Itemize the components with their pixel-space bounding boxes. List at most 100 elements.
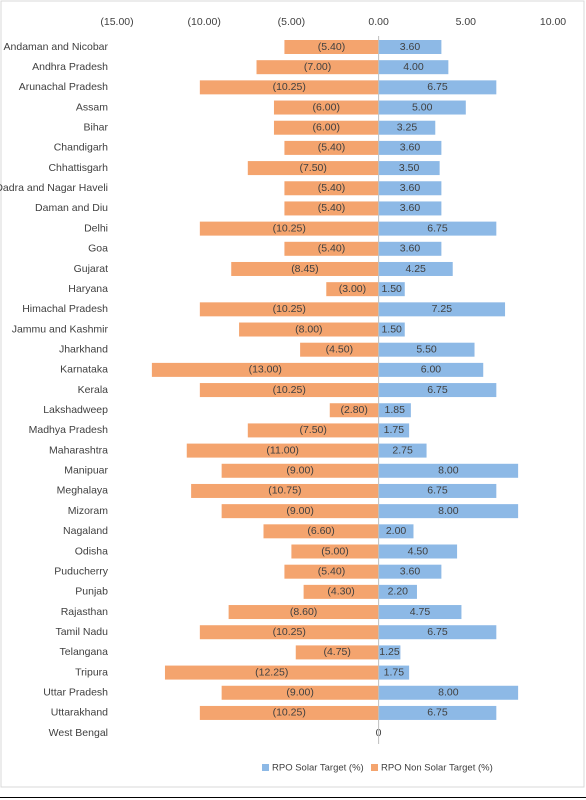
category-label: Gujarat: [74, 263, 109, 275]
bar: [378, 40, 442, 54]
value-label: 3.60: [400, 182, 421, 194]
bar: [199, 80, 379, 95]
value-label: (9.00): [286, 687, 313, 699]
value-label: (3.00): [339, 283, 366, 295]
value-label: (7.50): [299, 162, 326, 174]
value-label: 3.60: [400, 202, 421, 214]
category-label: Haryana: [68, 283, 108, 295]
x-tick-label: (15.00): [100, 16, 133, 28]
category-label: Odisha: [75, 545, 108, 557]
category-label: Uttar Pradesh: [43, 687, 108, 699]
category-label: Rajasthan: [61, 606, 108, 618]
value-label: 4.25: [405, 263, 426, 275]
value-label: (9.00): [286, 505, 313, 517]
bar: [221, 685, 379, 700]
bar: [378, 423, 410, 438]
bar: [378, 524, 414, 539]
value-label: 6.75: [427, 626, 448, 638]
bar: [284, 181, 379, 196]
category-label: Andaman and Nicobar: [4, 41, 109, 53]
category-label: Tripura: [75, 666, 108, 678]
value-label: 6.75: [427, 384, 448, 396]
value-label: 1.75: [384, 424, 405, 436]
value-label: 4.50: [408, 545, 429, 557]
value-label: (5.40): [318, 142, 345, 154]
bar: [263, 524, 379, 539]
bar: [378, 705, 497, 720]
bar: [378, 564, 442, 579]
bar: [247, 423, 379, 438]
bar: [378, 181, 442, 196]
bar: [239, 322, 379, 337]
category-label: Uttarakhand: [51, 707, 108, 719]
category-label: Daman and Diu: [35, 202, 108, 214]
x-tick-label: 0.00: [368, 16, 389, 28]
value-label: (5.40): [318, 565, 345, 577]
legend-swatch: [262, 764, 269, 771]
value-label: 3.60: [400, 565, 421, 577]
category-label: Nagaland: [63, 525, 108, 537]
value-label: 4.00: [403, 61, 424, 73]
bar: [284, 564, 379, 579]
value-label: (8.60): [290, 606, 317, 618]
bar: [329, 403, 379, 418]
value-label: (10.25): [273, 81, 306, 93]
bar: [378, 342, 475, 357]
legend-label: RPO Non Solar Target (%): [381, 763, 493, 774]
value-label: 2.75: [392, 444, 413, 456]
category-label: Dadra and Nagar Haveli: [0, 182, 108, 194]
value-label: 8.00: [438, 505, 459, 517]
x-tick-label: (10.00): [188, 16, 221, 28]
value-label: (6.00): [313, 122, 340, 134]
x-tick-label: 5.00: [456, 16, 477, 28]
bar: [300, 342, 379, 357]
bar: [151, 362, 379, 377]
legend-swatch: [371, 764, 378, 771]
bar: [191, 483, 379, 498]
bar: [273, 120, 379, 135]
bar: [221, 463, 379, 478]
category-label: Assam: [76, 101, 108, 113]
legend-label: RPO Solar Target (%): [272, 763, 364, 774]
bar: [378, 665, 410, 680]
category-label: Maharashtra: [49, 444, 108, 456]
category-label: Manipuar: [64, 465, 108, 477]
value-label: 3.60: [400, 142, 421, 154]
category-label: Tamil Nadu: [55, 626, 108, 638]
value-label: 2.20: [388, 586, 409, 598]
bar: [295, 645, 379, 660]
value-label: (6.60): [307, 525, 334, 537]
x-tick-label: (5.00): [278, 16, 305, 28]
value-label: 3.60: [400, 41, 421, 53]
value-label: (10.25): [273, 384, 306, 396]
value-label: (7.50): [299, 424, 326, 436]
bar: [378, 161, 440, 176]
bar: [256, 60, 379, 75]
bar: [378, 443, 427, 458]
value-label: 1.50: [381, 323, 402, 335]
value-label: (10.25): [273, 303, 306, 315]
value-label: 3.50: [399, 162, 420, 174]
category-label: Meghalaya: [57, 485, 109, 497]
category-label: Goa: [88, 243, 108, 255]
value-label: (12.25): [255, 666, 288, 678]
category-label: Bihar: [83, 122, 108, 134]
bar: [378, 625, 497, 640]
value-label: (10.75): [268, 485, 301, 497]
category-label: Telangana: [60, 646, 109, 658]
bar: [378, 201, 442, 216]
bar: [199, 383, 379, 398]
bar: [284, 40, 379, 54]
bar: [378, 60, 449, 75]
bar: [221, 504, 379, 519]
value-label: 5.50: [416, 343, 437, 355]
bar: [186, 443, 379, 458]
bar: [378, 544, 458, 559]
value-label: (9.00): [286, 465, 313, 477]
bar: [199, 221, 379, 236]
category-label: Chhattisgarh: [48, 162, 108, 174]
bar: [378, 383, 497, 398]
bar: [284, 140, 379, 155]
value-label: 6.00: [421, 364, 442, 376]
value-label: 3.25: [397, 122, 418, 134]
